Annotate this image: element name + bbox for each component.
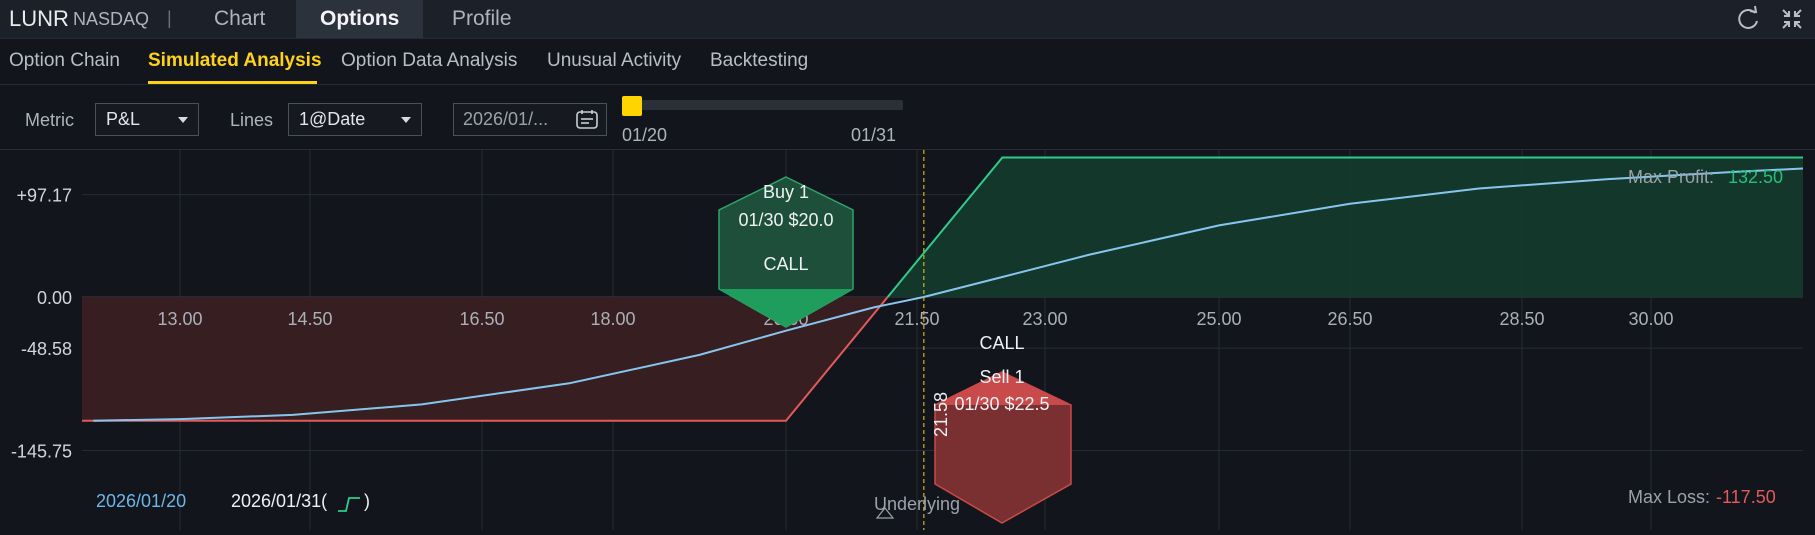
x-tick-label: 18.00 — [590, 309, 635, 329]
slider-end-label: 01/31 — [851, 125, 897, 145]
controls-bar: Metric P&L Lines 1@Date 2026/01/... 01/2… — [0, 85, 1815, 150]
underlying-triangle-icon — [875, 507, 895, 519]
refresh-icon[interactable] — [1733, 4, 1763, 34]
buy-leg-marker[interactable]: Buy 1 01/30 $20.0 CALL — [718, 176, 854, 328]
x-tick-label: 14.50 — [287, 309, 332, 329]
tab-options[interactable]: Options — [296, 0, 424, 38]
sell-leg-action: Sell 1 — [979, 367, 1024, 387]
top-bar: LUNR NASDAQ | Chart Options Profile — [0, 0, 1815, 39]
date-picker[interactable]: 2026/01/... — [453, 103, 607, 136]
y-tick-label: -48.58 — [21, 339, 72, 359]
buy-leg-type: CALL — [763, 254, 808, 274]
date-slider-track[interactable] — [622, 100, 903, 110]
pnl-chart-svg: +97.17 0.00 -48.58 -145.75 13.00 14.50 16.50 1… — [11, 150, 1804, 530]
max-profit-label: Max Profit: — [1628, 167, 1714, 187]
y-tick-label: +97.17 — [16, 186, 72, 206]
y-axis-labels: +97.17 0.00 -48.58 -145.75 — [11, 186, 72, 462]
header-separator: | — [167, 8, 172, 28]
calendar-icon[interactable] — [576, 109, 598, 129]
collapse-icon[interactable] — [1777, 4, 1807, 34]
legend-series-2-suffix: ) — [364, 491, 370, 511]
subtab-simulated-analysis[interactable]: Simulated Analysis — [148, 50, 322, 71]
y-tick-label: 0.00 — [37, 288, 72, 308]
breakeven-label: 21.58 — [931, 392, 951, 437]
subtab-option-data-analysis[interactable]: Option Data Analysis — [341, 50, 518, 71]
sell-leg-type: CALL — [979, 333, 1024, 353]
max-loss-label: Max Loss: — [1628, 487, 1710, 507]
x-tick-label: 30.00 — [1628, 309, 1673, 329]
subtab-backtesting[interactable]: Backtesting — [710, 50, 809, 71]
metric-label: Metric — [25, 110, 74, 130]
metric-value: P&L — [106, 109, 141, 129]
x-tick-label: 13.00 — [157, 309, 202, 329]
x-tick-label: 26.50 — [1327, 309, 1372, 329]
ticker-symbol: LUNR — [9, 6, 69, 31]
lines-label: Lines — [230, 110, 274, 130]
legend-series-2[interactable]: 2026/01/31( — [231, 491, 327, 511]
legend-series-1[interactable]: 2026/01/20 — [96, 491, 186, 511]
tab-profile[interactable]: Profile — [452, 7, 512, 30]
sell-leg-marker[interactable]: CALL Sell 1 01/30 $22.5 — [934, 333, 1072, 524]
tab-chart[interactable]: Chart — [214, 7, 266, 30]
expiry-line-loss — [82, 296, 889, 422]
x-tick-label: 16.50 — [459, 309, 504, 329]
y-tick-label: -145.75 — [11, 441, 72, 461]
lines-select[interactable]: 1@Date — [288, 103, 422, 136]
active-subtab-indicator — [148, 81, 317, 84]
buy-leg-call-band — [719, 289, 853, 327]
date-value: 2026/01/... — [463, 109, 549, 129]
max-loss-value: -117.50 — [1716, 487, 1776, 507]
pnl-chart: +97.17 0.00 -48.58 -145.75 13.00 14.50 16.50 1… — [0, 150, 1815, 530]
sell-leg-detail: 01/30 $22.5 — [954, 394, 1049, 414]
profit-area — [887, 157, 1803, 297]
metric-select[interactable]: P&L — [95, 103, 199, 136]
buy-leg-detail: 01/30 $20.0 — [738, 210, 833, 230]
sub-tab-bar: Option Chain Simulated Analysis Option D… — [0, 38, 1815, 85]
sell-leg-call-band — [935, 372, 1071, 405]
pnl-areas — [82, 157, 1803, 421]
chevron-down-icon — [401, 117, 411, 123]
subtab-option-chain[interactable]: Option Chain — [9, 50, 120, 71]
expiry-line-profit — [886, 156, 1803, 298]
loss-area — [82, 297, 888, 421]
exchange-label: NASDAQ — [73, 9, 150, 29]
x-tick-label: 21.50 — [894, 309, 939, 329]
date-slider-handle[interactable] — [622, 96, 642, 116]
x-tick-label: 28.50 — [1499, 309, 1544, 329]
subtab-unusual-activity[interactable]: Unusual Activity — [547, 50, 682, 71]
max-profit-value: 132.50 — [1728, 167, 1783, 187]
legend-series-2-icon — [338, 497, 360, 512]
x-tick-label: 23.00 — [1022, 309, 1067, 329]
slider-start-label: 01/20 — [622, 125, 668, 145]
underlying-label: Underlying — [874, 494, 960, 514]
buy-leg-action: Buy 1 — [763, 182, 809, 202]
lines-value: 1@Date — [299, 109, 366, 129]
chevron-down-icon — [178, 117, 188, 123]
x-tick-label: 25.00 — [1196, 309, 1241, 329]
